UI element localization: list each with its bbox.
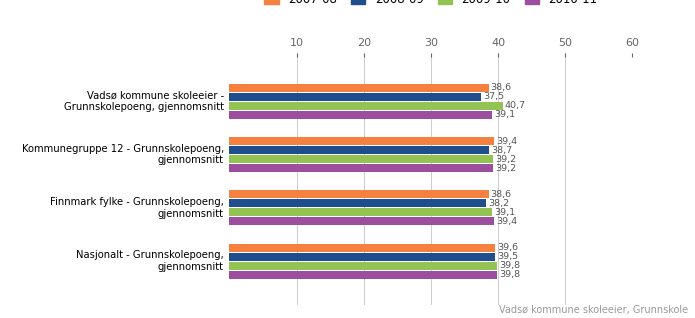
Bar: [229, 155, 493, 163]
Text: 37,5: 37,5: [483, 93, 505, 101]
Bar: [229, 252, 495, 260]
Bar: [229, 146, 489, 154]
Bar: [229, 164, 493, 172]
Text: 39,8: 39,8: [499, 261, 520, 270]
Text: 39,4: 39,4: [496, 217, 517, 226]
Text: 38,2: 38,2: [488, 199, 509, 208]
Text: 39,8: 39,8: [499, 270, 520, 279]
Text: 40,7: 40,7: [505, 101, 526, 110]
Text: 39,1: 39,1: [494, 110, 515, 120]
Bar: [229, 93, 481, 101]
Bar: [229, 84, 489, 92]
Text: 39,5: 39,5: [497, 252, 518, 261]
Text: Vadsø kommune skoleeier, Grunnskole: Vadsø kommune skoleeier, Grunnskole: [499, 305, 688, 315]
Bar: [229, 244, 496, 252]
Bar: [229, 137, 494, 145]
Bar: [229, 190, 489, 198]
Text: 39,4: 39,4: [496, 136, 517, 146]
Bar: [229, 199, 486, 207]
Bar: [229, 218, 494, 225]
Bar: [229, 208, 492, 216]
Text: 38,6: 38,6: [491, 190, 512, 199]
Bar: [229, 102, 502, 110]
Text: 39,2: 39,2: [495, 155, 516, 164]
Text: 38,7: 38,7: [491, 146, 512, 155]
Text: 39,6: 39,6: [498, 243, 518, 252]
Bar: [229, 111, 492, 119]
Bar: [229, 262, 497, 270]
Text: 38,6: 38,6: [491, 83, 512, 92]
Bar: [229, 271, 497, 279]
Text: 39,1: 39,1: [494, 208, 515, 217]
Legend: 2007-08, 2008-09, 2009-10, 2010-11: 2007-08, 2008-09, 2009-10, 2010-11: [260, 0, 602, 11]
Text: 39,2: 39,2: [495, 164, 516, 173]
